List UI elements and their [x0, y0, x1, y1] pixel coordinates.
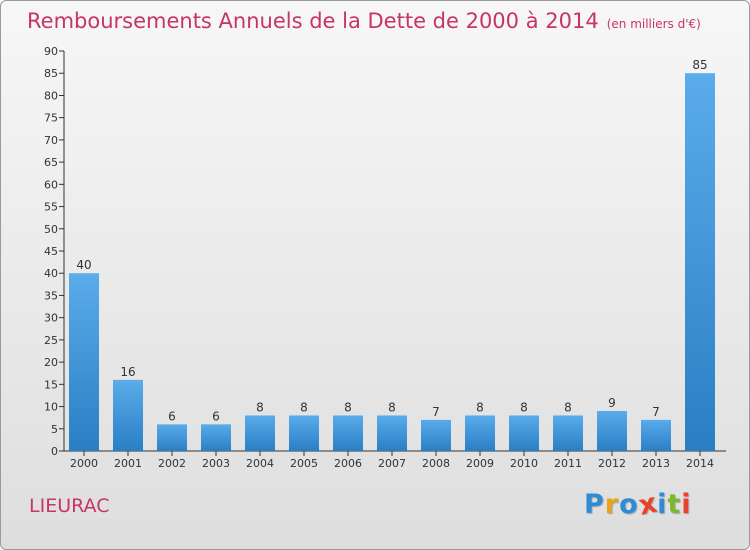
x-tick-label-2012: 2012	[598, 457, 626, 470]
data-label-2008: 7	[432, 405, 440, 419]
unit-subtitle: (en milliers d'€)	[606, 17, 701, 31]
data-label-2010: 8	[520, 400, 528, 414]
y-tick-label: 25	[44, 334, 58, 347]
y-tick-label: 5	[51, 423, 58, 436]
bar-2010	[509, 415, 539, 451]
data-label-2006: 8	[344, 400, 352, 414]
data-label-2001: 16	[120, 365, 135, 379]
logo-letter: i	[681, 489, 692, 520]
x-tick-label-2003: 2003	[202, 457, 230, 470]
x-tick-label-2011: 2011	[554, 457, 582, 470]
logo-letter: P	[584, 489, 605, 520]
logo-letter: i	[657, 489, 668, 520]
y-tick-label: 20	[44, 356, 58, 369]
bar-2011	[553, 415, 583, 451]
bar-2001	[113, 379, 143, 451]
x-tick-label-2004: 2004	[246, 457, 274, 470]
y-tick-label: 15	[44, 378, 58, 391]
y-tick-label: 45	[44, 245, 58, 258]
data-label-2003: 6	[212, 409, 220, 423]
y-tick-label: 85	[44, 67, 58, 80]
data-label-2012: 9	[608, 396, 616, 410]
y-tick-label: 80	[44, 89, 58, 102]
bar-2004	[245, 415, 275, 451]
x-tick-label-2010: 2010	[510, 457, 538, 470]
y-tick-label: 75	[44, 112, 58, 125]
y-tick-label: 30	[44, 312, 58, 325]
logo-letter: o	[619, 489, 639, 520]
y-tick-label: 0	[51, 445, 58, 458]
commune-name: LIEURAC	[29, 495, 110, 517]
proxiti-logo[interactable]: Proxiti	[584, 487, 692, 521]
data-label-2002: 6	[168, 409, 176, 423]
data-label-2007: 8	[388, 400, 396, 414]
bar-2005	[289, 415, 319, 451]
x-tick-label-2008: 2008	[422, 457, 450, 470]
bar-2006	[333, 415, 363, 451]
x-tick-label-2001: 2001	[114, 457, 142, 470]
x-tick-label-2000: 2000	[70, 457, 98, 470]
logo-letter: t	[667, 489, 682, 520]
data-label-2004: 8	[256, 400, 264, 414]
y-tick-label: 40	[44, 267, 58, 280]
data-label-2009: 8	[476, 400, 484, 414]
bar-2013	[641, 419, 671, 451]
data-label-2005: 8	[300, 400, 308, 414]
y-tick-label: 70	[44, 134, 58, 147]
x-tick-label-2006: 2006	[334, 457, 362, 470]
y-tick-label: 55	[44, 201, 58, 214]
bar-2014	[685, 73, 715, 451]
bar-2003	[201, 424, 231, 451]
y-tick-label: 65	[44, 156, 58, 169]
bar-2009	[465, 415, 495, 451]
y-tick-label: 35	[44, 289, 58, 302]
bar-2007	[377, 415, 407, 451]
y-tick-label: 90	[44, 45, 58, 58]
data-label-2011: 8	[564, 400, 572, 414]
bar-2000	[69, 273, 99, 451]
bar-2008	[421, 419, 451, 451]
bar-2012	[597, 411, 627, 451]
y-tick-label: 60	[44, 178, 58, 191]
chart-title: Remboursements Annuels de la Dette de 20…	[27, 9, 701, 33]
x-tick-label-2014: 2014	[686, 457, 714, 470]
x-tick-label-2002: 2002	[158, 457, 186, 470]
y-tick-label: 10	[44, 401, 58, 414]
x-tick-label-2005: 2005	[290, 457, 318, 470]
data-label-2014: 85	[692, 58, 707, 72]
x-tick-label-2007: 2007	[378, 457, 406, 470]
x-tick-label-2009: 2009	[466, 457, 494, 470]
data-label-2000: 40	[76, 258, 91, 272]
x-tick-label-2013: 2013	[642, 457, 670, 470]
y-tick-label: 50	[44, 223, 58, 236]
title-text: Remboursements Annuels de la Dette de 20…	[27, 9, 599, 33]
bar-2002	[157, 424, 187, 451]
logo-letter: r	[604, 489, 620, 520]
data-label-2013: 7	[652, 405, 660, 419]
